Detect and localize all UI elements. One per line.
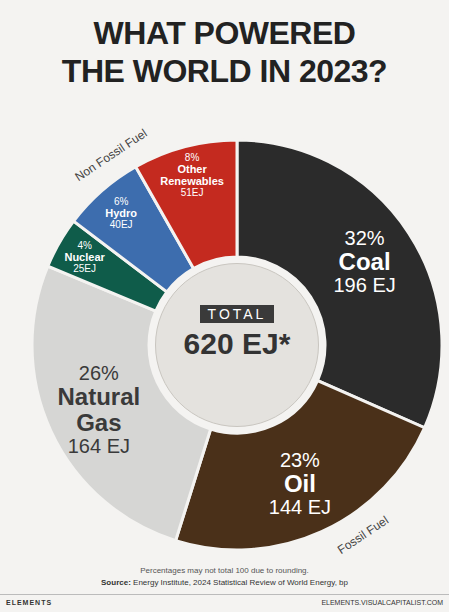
html-text:ELEMENTS: ELEMENTS [6,599,53,606]
html-text:WHAT POWERED: WHAT POWERED [93,15,356,51]
html-text:THE WORLD IN 2023?: THE WORLD IN 2023? [61,53,388,89]
svg-text:6%Hydro40EJ: 6%Hydro40EJ [105,196,137,230]
html-text:Non Fossil Fuel: Non Fossil Fuel [72,126,150,185]
svg-text:8%OtherRenewables51EJ: 8%OtherRenewables51EJ [160,152,224,198]
html-text:620 EJ*: 620 EJ* [183,327,291,360]
html-text:TOTAL: TOTAL [207,306,267,322]
svg-text:32%Coal196 EJ: 32%Coal196 EJ [333,227,395,297]
html-text:Percentages may not total 100: Percentages may not total 100 due to rou… [140,566,309,575]
html-text:ELEMENTS.VISUALCAPITALIST.COM: ELEMENTS.VISUALCAPITALIST.COM [321,599,443,606]
html-text:Fossil Fuel: Fossil Fuel [335,512,392,557]
svg-text:26%NaturalGas164 EJ: 26%NaturalGas164 EJ [58,362,141,457]
html-text:Source: Energy Institute, 2024: Source: Energy Institute, 2024 Statistic… [101,578,348,587]
svg-text:23%Oil144 EJ: 23%Oil144 EJ [269,449,331,519]
svg-text:4%Nuclear25EJ: 4%Nuclear25EJ [64,240,105,274]
